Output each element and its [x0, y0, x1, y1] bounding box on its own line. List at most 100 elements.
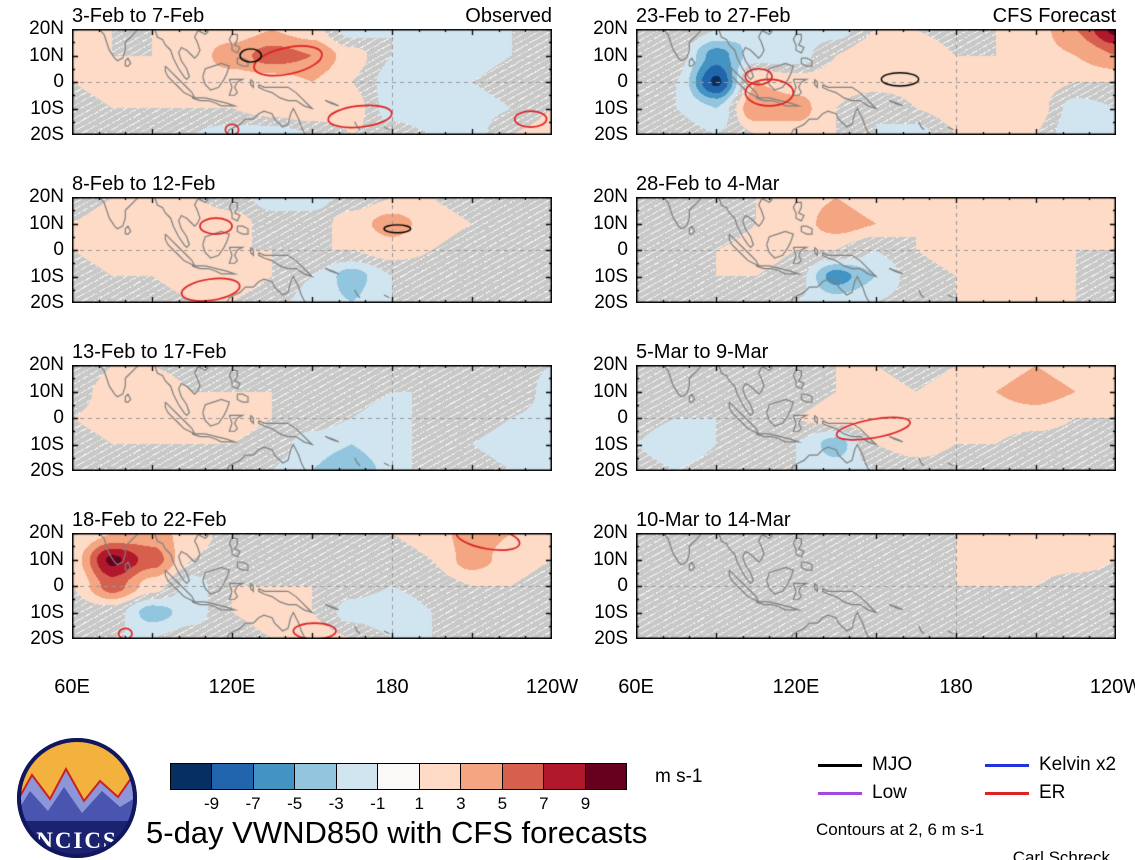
panel: 28-Feb to 4-Mar 20N 10N 0 10S 20S [570, 170, 1122, 313]
lat-tick-label: 0 [617, 239, 628, 260]
colorbar-segment [502, 764, 545, 789]
lat-axis-labels: 20N 10N 0 10S 20S [6, 186, 72, 313]
lat-tick-label: 20S [30, 460, 64, 481]
lat-tick-label: 20N [593, 18, 628, 39]
panel-body: 20N 10N 0 10S 20S [6, 522, 558, 649]
lat-tick-label: 20N [29, 18, 64, 39]
column-header: CFS Forecast [992, 5, 1116, 27]
lon-tick-label: 120W [1089, 676, 1135, 698]
colorbar-segment [295, 764, 337, 789]
lat-axis-labels: 20N 10N 0 10S 20S [6, 354, 72, 481]
map-panel [72, 533, 552, 639]
colorbar-segment [585, 764, 626, 789]
logo-ridge-line [19, 766, 135, 808]
colorbar-tick-label: -3 [328, 794, 344, 813]
lat-tick-label: 10N [593, 212, 628, 234]
lat-tick-label: 20S [594, 124, 628, 145]
lat-tick-label: 10S [594, 601, 628, 623]
lat-tick-label: 10N [593, 548, 628, 570]
legend-label: ER [1039, 782, 1066, 803]
panel-title: 23-Feb to 27-Feb [636, 5, 791, 27]
lon-tick-label: 180 [375, 676, 409, 698]
colorbar-tick-label: 5 [497, 794, 508, 813]
lat-tick-label: 0 [53, 239, 64, 260]
lat-tick-label: 10S [594, 97, 628, 119]
panel-title: 8-Feb to 12-Feb [72, 173, 216, 195]
colorbar-segment [336, 764, 379, 789]
colorbar-tick-label: -9 [203, 794, 220, 813]
lat-tick-label: 10S [30, 97, 64, 119]
panel-title-row: 5-Mar to 9-Mar [636, 338, 1116, 365]
colorbar-tick-label: 1 [414, 794, 424, 813]
lat-tick-label: 20N [593, 186, 628, 207]
lat-tick-label: 10S [30, 601, 64, 623]
low-line-swatch [818, 791, 862, 795]
lat-tick-label: 10N [593, 44, 628, 66]
panel-title-row: 10-Mar to 14-Mar [636, 506, 1116, 533]
panel-body: 20N 10N 0 10S 20S [570, 522, 1122, 649]
panel-body: 20N 10N 0 10S 20S [6, 18, 558, 145]
panel-title: 10-Mar to 14-Mar [636, 509, 791, 531]
lat-tick-label: 10N [29, 380, 64, 402]
lat-tick-label: 10S [30, 433, 64, 455]
legend-item: ER [985, 782, 1065, 804]
lat-tick-label: 0 [53, 575, 64, 596]
legend-item: Low [818, 782, 907, 804]
lon-tick-label: 120E [772, 676, 820, 698]
panel: 5-Mar to 9-Mar 20N 10N 0 10S 20S [570, 338, 1122, 481]
panel-body: 20N 10N 0 10S 20S [570, 18, 1122, 145]
colorbar-units: m s-1 [655, 766, 703, 787]
lat-axis-labels: 20N 10N 0 10S 20S [570, 186, 636, 313]
panel-title-row: 8-Feb to 12-Feb [72, 170, 552, 197]
panel-title-row: 23-Feb to 27-Feb CFS Forecast [636, 2, 1116, 29]
lat-tick-label: 20S [30, 628, 64, 649]
map-panel [636, 29, 1116, 135]
lon-tick-label: 60E [618, 676, 654, 698]
lat-tick-label: 0 [617, 575, 628, 596]
colorbar-tick-label: 7 [539, 794, 549, 813]
map-canvas [72, 197, 552, 303]
panel-title-row: 18-Feb to 22-Feb [72, 506, 552, 533]
er-line-swatch [985, 791, 1029, 795]
lat-tick-label: 10N [29, 44, 64, 66]
panel: 13-Feb to 17-Feb 20N 10N 0 10S 20S [6, 338, 558, 481]
panel-columns: 3-Feb to 7-Feb Observed 20N 10N 0 10S 20S 8-Feb… [6, 2, 1135, 702]
panel-title: 28-Feb to 4-Mar [636, 173, 780, 195]
ncics-logo: NCICS [17, 738, 137, 858]
lon-tick-label: 120E [208, 676, 256, 698]
panel: 23-Feb to 27-Feb CFS Forecast 20N 10N 0 10S 20… [570, 2, 1122, 145]
colorbar-tick-label: -7 [245, 794, 261, 813]
panel-title: 5-Mar to 9-Mar [636, 341, 769, 363]
colorbar-segment [544, 764, 586, 789]
map-panel [636, 533, 1116, 639]
lat-tick-label: 20N [29, 186, 64, 207]
lat-tick-label: 10S [30, 265, 64, 287]
lat-axis-labels: 20N 10N 0 10S 20S [570, 522, 636, 649]
map-canvas [636, 365, 1116, 471]
lat-tick-label: 10N [29, 212, 64, 234]
panel: 8-Feb to 12-Feb 20N 10N 0 10S 20S [6, 170, 558, 313]
map-canvas [72, 533, 552, 639]
legend-item: Kelvin x2 [985, 754, 1116, 776]
lat-tick-label: 20N [29, 354, 64, 375]
credit-name: Carl Schreck [1012, 848, 1110, 860]
map-panel [72, 197, 552, 303]
lat-tick-label: 10S [594, 433, 628, 455]
legend-item: MJO [818, 754, 912, 776]
map-canvas [636, 197, 1116, 303]
lat-tick-label: 10N [593, 380, 628, 402]
map-panel [636, 197, 1116, 303]
panel-body: 20N 10N 0 10S 20S [6, 354, 558, 481]
lon-tick-label: 180 [939, 676, 973, 698]
lon-axis-labels: 60E 120E 180 120W [618, 674, 1135, 702]
lat-tick-label: 0 [617, 407, 628, 428]
map-canvas [636, 533, 1116, 639]
colorbar-segment [212, 764, 254, 789]
map-panel [72, 365, 552, 471]
panel-title-row: 3-Feb to 7-Feb Observed [72, 2, 552, 29]
mjo-line-swatch [818, 763, 862, 767]
lon-axis-labels: 60E 120E 180 120W [54, 674, 578, 702]
kelvin-x2-line-swatch [985, 763, 1029, 767]
footer-section: NCICS -9 -7 -5 -3 -1 1 3 5 7 9 m s-1 5-day VWND85… [0, 702, 1135, 860]
